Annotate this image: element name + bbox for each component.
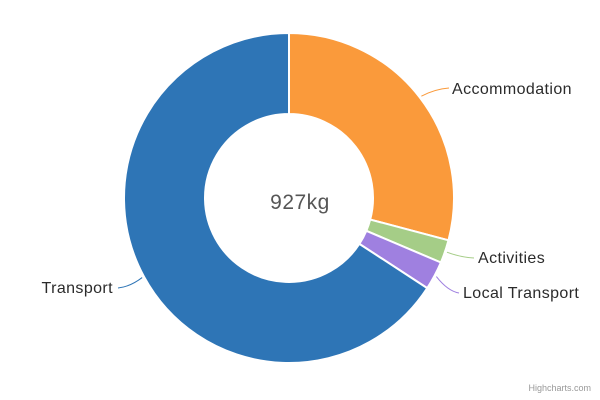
transport-label: Transport (41, 280, 113, 297)
highcharts-credit-link[interactable]: Highcharts.com (528, 383, 591, 393)
total-center-label: 927kg (270, 191, 330, 214)
activities-connector (446, 251, 475, 259)
local-transport-label: Local Transport (463, 285, 580, 302)
local-transport-connector (435, 276, 460, 294)
accommodation-connector (421, 87, 450, 97)
slice-transport[interactable] (123, 32, 429, 364)
activities-label: Activities (478, 250, 546, 267)
accommodation-label: Accommodation (452, 81, 572, 98)
slice-accommodation[interactable] (288, 32, 455, 242)
transport-connector (117, 277, 143, 289)
